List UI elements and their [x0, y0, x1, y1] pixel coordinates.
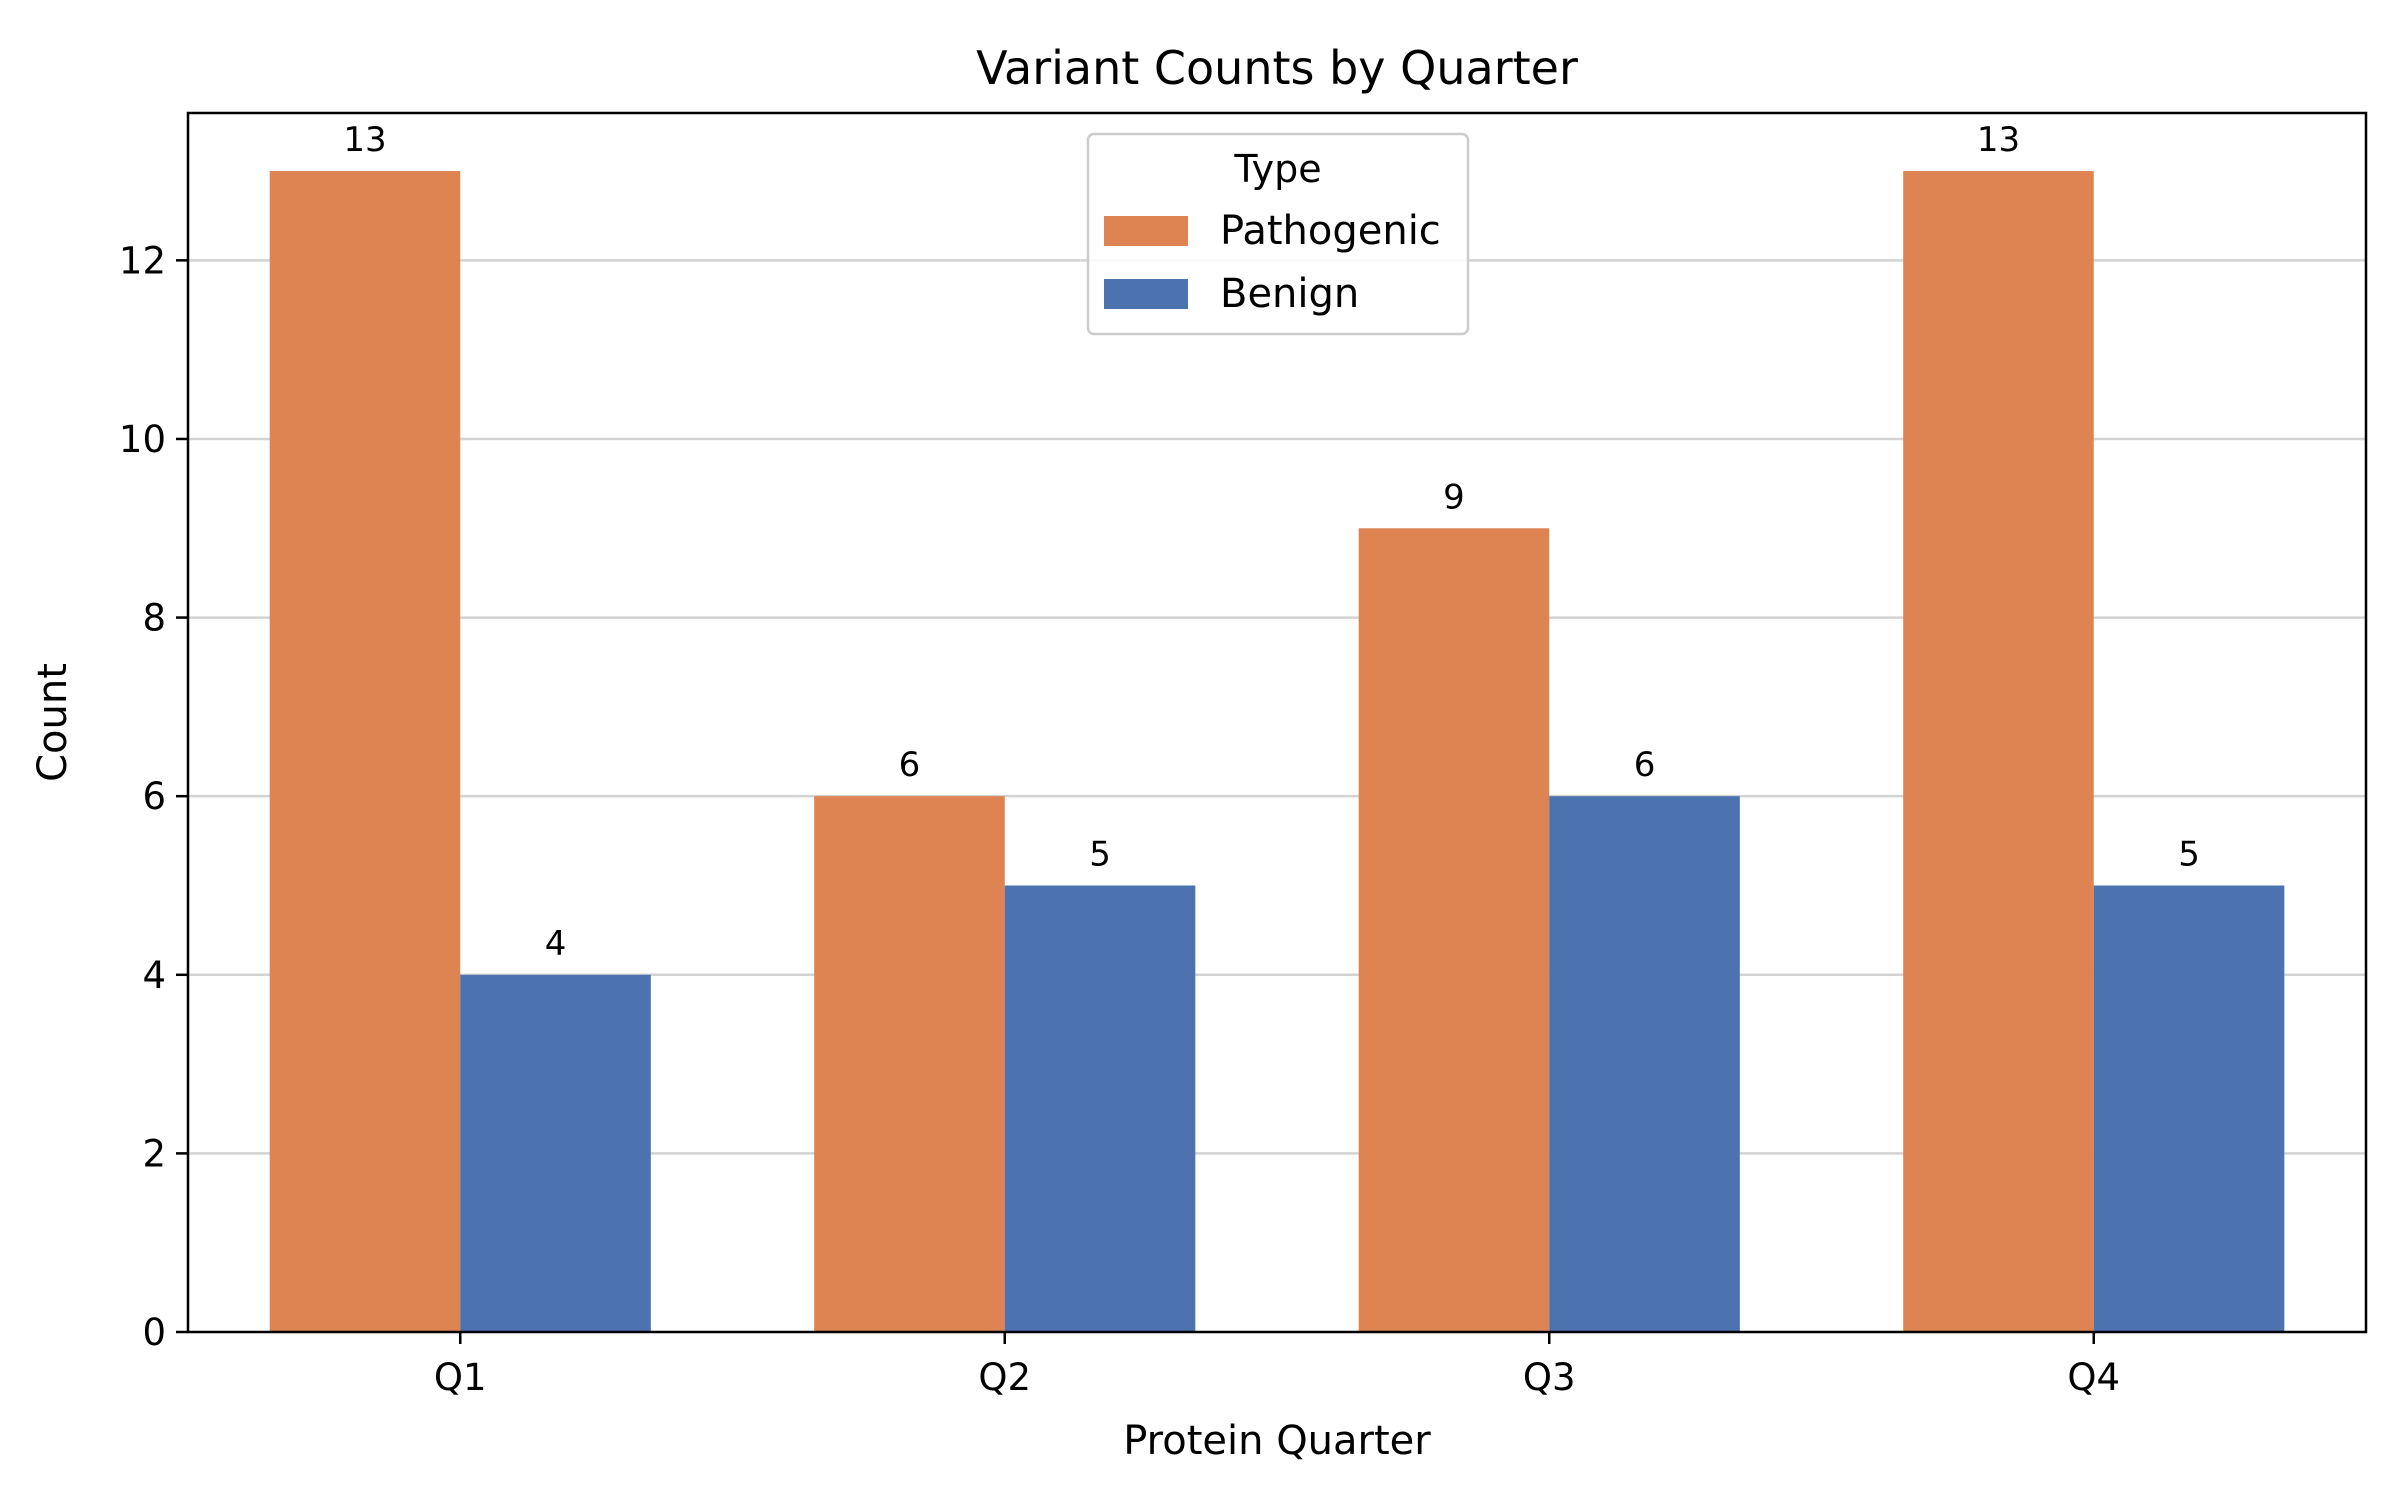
data-label: 9 [1443, 477, 1465, 517]
data-label: 6 [1634, 745, 1656, 785]
data-labels: 13 4 6 5 9 6 13 5 [343, 120, 2200, 964]
y-tick-label: 10 [119, 418, 166, 461]
data-label: 5 [2178, 834, 2200, 874]
legend-swatch-pathogenic [1104, 216, 1188, 246]
x-axis: Q1 Q2 Q3 Q4 [434, 1332, 2120, 1399]
bars [269, 171, 2285, 1333]
bar-pathogenic-q4 [1903, 171, 2094, 1333]
bar-pathogenic-q1 [269, 171, 461, 1333]
chart-title: Variant Counts by Quarter [976, 41, 1578, 95]
data-label: 13 [1977, 120, 2020, 160]
x-tick-label: Q3 [1523, 1356, 1576, 1399]
legend-items: Pathogenic Benign [1104, 208, 1441, 317]
bar-pathogenic-q2 [814, 796, 1005, 1332]
y-axis: 0 2 4 6 8 10 12 [119, 239, 188, 1354]
plot-frame [186, 111, 2368, 1334]
legend-swatch-benign [1104, 279, 1188, 309]
legend: Type Pathogenic Benign [1086, 132, 1470, 336]
x-tick-label: Q2 [978, 1356, 1031, 1399]
legend-title: Type [1233, 147, 1321, 191]
bar-benign-q1 [460, 974, 651, 1332]
data-label: 5 [1089, 834, 1111, 874]
data-label: 6 [899, 745, 921, 785]
y-tick-label: 0 [142, 1311, 166, 1354]
bar-pathogenic-q3 [1358, 528, 1550, 1332]
y-tick-label: 2 [142, 1132, 166, 1175]
y-tick-label: 4 [142, 954, 166, 997]
x-tick-label: Q4 [2067, 1356, 2120, 1399]
y-tick-label: 12 [119, 239, 166, 282]
data-label: 4 [545, 924, 567, 964]
legend-label-benign: Benign [1220, 271, 1359, 317]
bar-benign-q3 [1549, 796, 1740, 1332]
x-axis-title: Protein Quarter [1123, 1418, 1431, 1464]
x-tick-label: Q1 [434, 1356, 487, 1399]
legend-label-pathogenic: Pathogenic [1220, 208, 1441, 254]
bar-benign-q4 [2093, 885, 2285, 1332]
y-tick-label: 8 [142, 597, 166, 640]
data-label: 13 [343, 120, 386, 160]
y-axis-title: Count [30, 663, 76, 782]
y-tick-label: 6 [142, 775, 166, 818]
bar-benign-q2 [1004, 885, 1196, 1332]
